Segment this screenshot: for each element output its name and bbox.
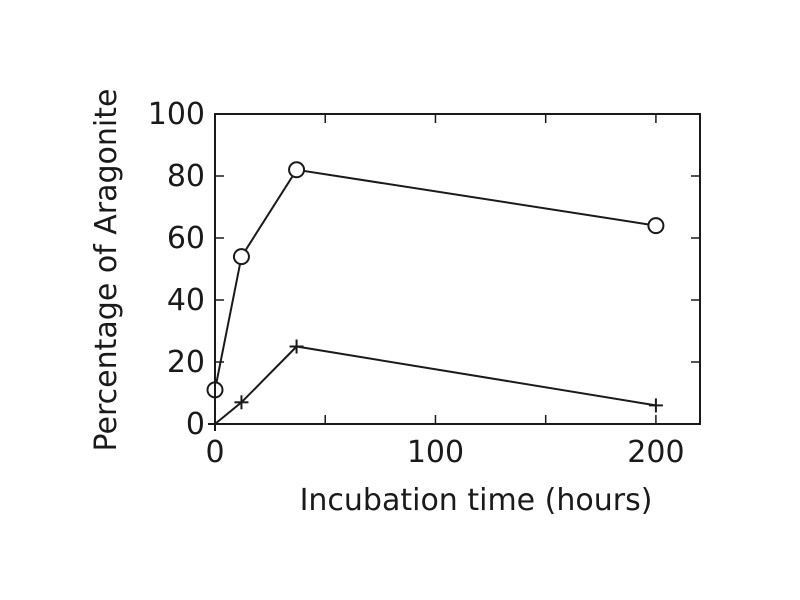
y-tick-label: 80 [167, 159, 205, 194]
x-axis-label: Incubation time (hours) [300, 483, 653, 518]
y-tick-label: 60 [167, 221, 205, 256]
x-tick-label: 100 [407, 435, 464, 470]
ticks-layer [214, 113, 700, 425]
y-tick-label: 40 [167, 283, 205, 318]
data-point-plus [234, 395, 249, 410]
x-tick-label: 0 [205, 435, 224, 470]
labels-layer: 0 20 40 60 80 100 0 100 200 [148, 97, 685, 470]
data-point-plus [289, 339, 304, 354]
series-layer [206, 161, 665, 431]
plot-frame [214, 113, 701, 425]
series-line-2 [214, 345, 657, 425]
data-point-plus [648, 398, 663, 413]
y-tick-label: 100 [148, 97, 205, 132]
y-axis-label: Percentage of Aragonite [89, 89, 124, 452]
series-line-1 [214, 168, 657, 391]
y-tick-label: 0 [186, 407, 205, 442]
x-tick-label: 200 [627, 435, 684, 470]
y-tick-label: 20 [167, 345, 205, 380]
data-point-circle [288, 161, 306, 179]
data-point-circle [647, 217, 665, 235]
data-point-circle [232, 248, 250, 266]
